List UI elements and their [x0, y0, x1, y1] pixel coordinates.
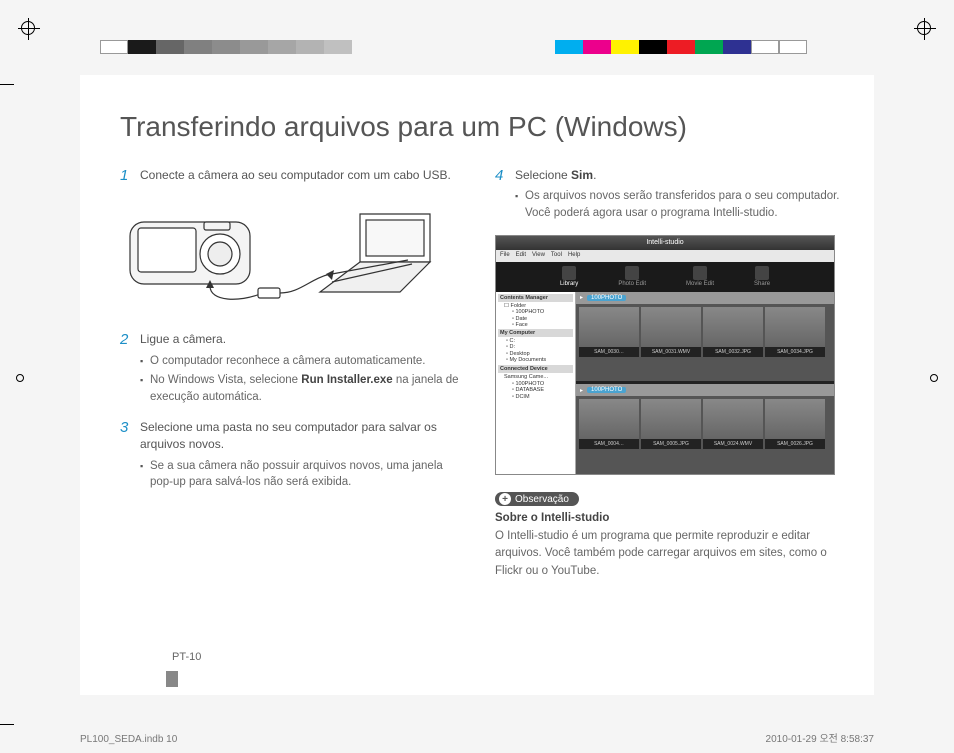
window-title: Intelli-studio: [496, 236, 834, 250]
content-area: ▸100PHOTO SAM_0030…SAM_0031.WMVSAM_0032.…: [576, 292, 834, 474]
path-label: 100PHOTO: [587, 387, 626, 393]
step-4: 4 Selecione Sim. ▪Os arquivos novos serã…: [495, 167, 840, 225]
thumbnail: SAM_0034.JPG: [765, 307, 825, 357]
thumbnail: SAM_0030…: [579, 307, 639, 357]
note-badge-label: Observação: [515, 494, 569, 505]
sidebar: Contents Manager ☐ Folder ▫ 100PHOTO▫ Da…: [496, 292, 576, 474]
thumbnail: SAM_0031.WMV: [641, 307, 701, 357]
step-number: 3: [120, 419, 140, 494]
step-3-bullet-1: Se a sua câmera não possuir arquivos nov…: [150, 458, 465, 491]
sidebar-heading: Connected Device: [498, 365, 573, 373]
path-label: 100PHOTO: [587, 295, 626, 301]
menu-item: File: [500, 252, 510, 260]
sidebar-item: ☐ Folder: [498, 303, 573, 309]
step-2-title: Ligue a câmera.: [140, 331, 465, 348]
gray-swatch-bar: [100, 40, 352, 54]
app-tab: Photo Edit: [618, 266, 646, 287]
sidebar-heading: Contents Manager: [498, 294, 573, 302]
page-number: PT-10: [172, 651, 201, 663]
step-2-bullet-1: O computador reconhece a câmera automati…: [150, 353, 465, 370]
app-tab: Library: [560, 266, 578, 287]
step-2-bullet-2: No Windows Vista, selecione Run Installe…: [150, 372, 465, 405]
sidebar-item: ▫ Date: [498, 316, 573, 322]
thumbnail: SAM_0026.JPG: [765, 399, 825, 449]
sidebar-item: ▫ Face: [498, 322, 573, 328]
thumbnail: SAM_0032.JPG: [703, 307, 763, 357]
registration-marks-row: [0, 18, 954, 48]
step-4-bullet-1: Os arquivos novos serão transferidos par…: [525, 188, 840, 221]
thumbnail: SAM_0005.JPG: [641, 399, 701, 449]
menu-item: Help: [568, 252, 580, 260]
page-tab-marker: [166, 671, 178, 687]
sidebar-item: ▫ 100PHOTO: [498, 381, 573, 387]
app-tab: Movie Edit: [686, 266, 714, 287]
tab-bar: Library Photo Edit Movie Edit Share: [496, 262, 834, 292]
sidebar-item: ▫ C:: [498, 338, 573, 344]
step-3: 3 Selecione uma pasta no seu computador …: [120, 419, 465, 494]
left-column: 1 Conecte a câmera ao seu computador com…: [120, 167, 465, 580]
menu-item: View: [532, 252, 545, 260]
sidebar-item: ▫ 100PHOTO: [498, 309, 573, 315]
menu-item: Tool: [551, 252, 562, 260]
crop-target-right: [930, 374, 938, 382]
step-number: 1: [120, 167, 140, 188]
app-tab: Share: [754, 266, 770, 287]
note-badge: + Observação: [495, 492, 579, 506]
camera-usb-laptop-illustration: [120, 204, 440, 314]
sidebar-heading: My Computer: [498, 329, 573, 337]
sidebar-item: ▫ DATABASE: [498, 387, 573, 393]
thumbnail-row: SAM_0004…SAM_0005.JPGSAM_0024.WMVSAM_002…: [576, 396, 834, 474]
crop-mark: [0, 724, 14, 725]
sidebar-item: ▫ DCIM: [498, 394, 573, 400]
right-column: 4 Selecione Sim. ▪Os arquivos novos serã…: [495, 167, 840, 580]
intelli-studio-screenshot: Intelli-studio File Edit View Tool Help Libr…: [495, 235, 835, 475]
crop-target-left: [16, 374, 24, 382]
page-title: Transferindo arquivos para um PC (Window…: [120, 111, 687, 143]
footer-timestamp: 2010-01-29 오전 8:58:37: [766, 730, 874, 745]
step-number: 4: [495, 167, 515, 225]
sidebar-item: ▫ Desktop: [498, 351, 573, 357]
footer-filename: PL100_SEDA.indb 10: [80, 734, 177, 745]
note-heading: Sobre o Intelli-studio: [495, 512, 840, 524]
step-1-text: Conecte a câmera ao seu computador com u…: [140, 167, 451, 184]
registration-mark-right: [914, 18, 936, 40]
thumbnail: SAM_0024.WMV: [703, 399, 763, 449]
thumbnail: SAM_0004…: [579, 399, 639, 449]
sidebar-item: ▫ My Documents: [498, 357, 573, 363]
thumbnail-row: SAM_0030…SAM_0031.WMVSAM_0032.JPGSAM_003…: [576, 304, 834, 382]
color-swatch-bar: [555, 40, 807, 54]
menu-bar: File Edit View Tool Help: [496, 250, 834, 262]
step-1: 1 Conecte a câmera ao seu computador com…: [120, 167, 465, 188]
step-3-title: Selecione uma pasta no seu computador pa…: [140, 419, 465, 454]
sidebar-item: ▫ D:: [498, 344, 573, 350]
menu-item: Edit: [516, 252, 526, 260]
step-4-title: Selecione Sim.: [515, 167, 840, 184]
step-number: 2: [120, 331, 140, 408]
page-body: Transferindo arquivos para um PC (Window…: [80, 75, 874, 695]
step-2: 2 Ligue a câmera. ▪O computador reconhec…: [120, 331, 465, 408]
registration-mark-left: [18, 18, 40, 40]
plus-icon: +: [499, 493, 511, 505]
note-body: O Intelli-studio é um programa que permi…: [495, 528, 840, 580]
crop-mark: [0, 84, 14, 85]
sidebar-item: Samsung Came...: [498, 374, 573, 380]
